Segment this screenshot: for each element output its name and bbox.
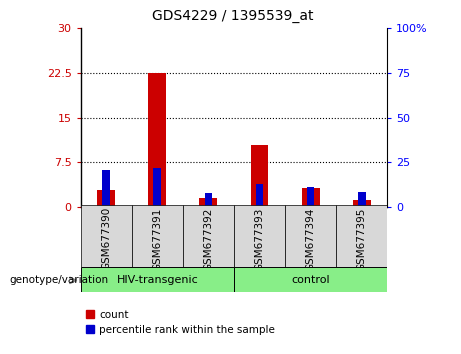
Text: HIV-transgenic: HIV-transgenic	[117, 275, 198, 285]
Text: GSM677394: GSM677394	[306, 207, 316, 270]
Bar	[97, 190, 115, 207]
Bar	[183, 205, 234, 267]
Bar	[353, 200, 371, 207]
Text: GSM677390: GSM677390	[101, 207, 111, 270]
Bar	[358, 192, 366, 207]
Bar	[81, 267, 234, 292]
Bar	[81, 205, 132, 267]
Bar	[234, 205, 285, 267]
Bar	[251, 144, 268, 207]
Bar	[200, 198, 217, 207]
Bar	[336, 205, 387, 267]
Text: genotype/variation: genotype/variation	[9, 275, 108, 285]
Bar	[205, 193, 212, 207]
Text: GSM677395: GSM677395	[357, 207, 366, 270]
Text: GSM677392: GSM677392	[203, 207, 213, 270]
Bar	[102, 170, 110, 207]
Bar	[148, 73, 166, 207]
Bar	[256, 184, 263, 207]
Bar	[307, 187, 314, 207]
Text: GDS4229 / 1395539_at: GDS4229 / 1395539_at	[152, 9, 313, 23]
Text: control: control	[291, 275, 330, 285]
Bar	[301, 188, 319, 207]
Bar	[132, 205, 183, 267]
Bar	[234, 267, 387, 292]
Bar	[154, 168, 161, 207]
Bar	[285, 205, 336, 267]
Text: GSM677391: GSM677391	[152, 207, 162, 270]
Text: GSM677393: GSM677393	[254, 207, 265, 270]
Legend: count, percentile rank within the sample: count, percentile rank within the sample	[86, 310, 275, 335]
